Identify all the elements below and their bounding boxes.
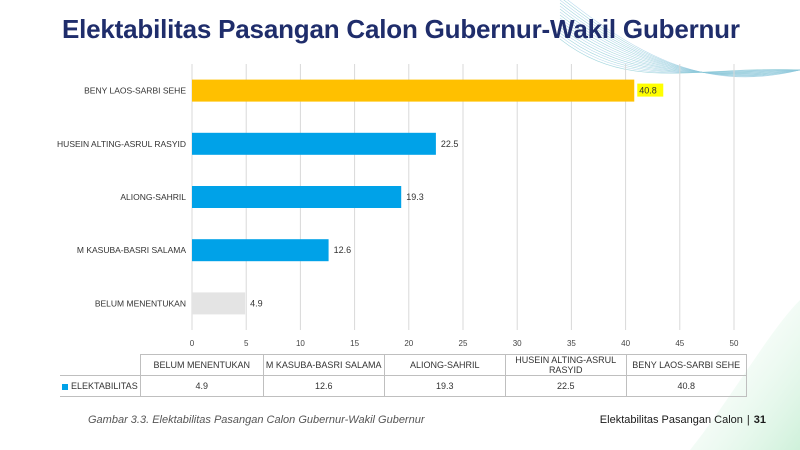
wave-line <box>559 26 800 73</box>
bar <box>192 292 246 315</box>
bar <box>192 79 635 102</box>
data-table-corner <box>60 355 140 376</box>
category-label: HUSEIN ALTING-ASRUL RASYID <box>57 139 186 149</box>
data-table-series: ELEKTABILITAS <box>60 375 141 397</box>
wave-line <box>559 38 800 74</box>
wave-line <box>559 5 800 76</box>
wave-line <box>559 32 800 73</box>
value-label: 19.3 <box>406 192 424 202</box>
data-table-header: BENY LAOS-SARBI SEHE <box>625 354 747 376</box>
x-tick-label: 15 <box>350 339 359 348</box>
wave-line <box>559 35 800 73</box>
category-labels: BENY LAOS-SARBI SEHE HUSEIN ALTING-ASRUL … <box>57 86 186 309</box>
data-table-header: ALIONG-SAHRIL <box>383 354 506 376</box>
footer-separator: | <box>746 414 750 426</box>
data-table-cell: 19.3 <box>383 375 506 397</box>
x-tick-label: 40 <box>621 339 630 348</box>
chart-data-table: BELUM MENENTUKAN M KASUBA-BASRI SALAMA A… <box>60 354 747 397</box>
x-tick-labels: 0 5 10 15 20 25 30 35 40 45 50 <box>190 339 739 348</box>
page-number: 31 <box>753 414 766 426</box>
wave-line <box>559 8 800 75</box>
x-tick-label: 45 <box>675 339 684 348</box>
data-table-row: ELEKTABILITAS 4.9 12.6 19.3 22.5 40.8 <box>60 375 747 397</box>
x-tick-label: 30 <box>513 339 522 348</box>
wave-line <box>567 0 800 78</box>
legend-key-icon <box>62 383 68 390</box>
chart-bars <box>192 79 635 315</box>
data-table-series-name: ELEKTABILITAS <box>71 381 138 391</box>
data-table-cell: 4.9 <box>139 375 264 397</box>
figure-caption: Gambar 3.3. Elektabilitas Pasangan Calon… <box>88 414 425 426</box>
x-tick-label: 5 <box>244 339 249 348</box>
value-labels: 40.8 22.5 19.3 12.6 4.9 <box>250 83 664 308</box>
data-table-cell: 40.8 <box>625 375 747 397</box>
page-title: Elektabilitas Pasangan Calon Gubernur-Wa… <box>62 14 740 44</box>
x-tick-label: 35 <box>567 339 576 348</box>
chart-gridlines <box>191 64 735 330</box>
wave-line <box>559 29 800 73</box>
data-table-header-row: BELUM MENENTUKAN M KASUBA-BASRI SALAMA A… <box>60 354 747 376</box>
wave-line <box>559 11 800 75</box>
value-label: 22.5 <box>441 139 459 149</box>
data-table-cell: 12.6 <box>262 375 385 397</box>
data-table-header: BELUM MENENTUKAN <box>139 354 264 376</box>
x-tick-label: 25 <box>459 339 468 348</box>
wave-line <box>559 14 800 75</box>
value-label: 12.6 <box>334 245 352 255</box>
category-label: ALIONG-SAHRIL <box>120 192 186 202</box>
page-footer: Elektabilitas Pasangan Calon | 31 <box>600 414 766 426</box>
bar <box>192 186 402 208</box>
x-tick-label: 50 <box>730 339 739 348</box>
wave-line <box>559 0 800 77</box>
bar <box>192 132 436 155</box>
x-tick-label: 10 <box>296 339 305 348</box>
value-label-highlight <box>637 83 664 97</box>
data-table-header: M KASUBA-BASRI SALAMA <box>262 354 385 376</box>
value-label: 4.9 <box>250 298 263 308</box>
wave-line <box>559 17 800 74</box>
footer-label: Elektabilitas Pasangan Calon <box>599 414 743 426</box>
category-label: M KASUBA-BASRI SALAMA <box>77 245 186 255</box>
x-tick-label: 20 <box>404 339 413 348</box>
bar <box>192 239 329 262</box>
wave-line <box>563 0 800 77</box>
wave-line <box>559 23 800 73</box>
data-table-header: HUSEIN ALTING-ASRUL RASYID <box>504 354 627 376</box>
wave-line <box>559 20 800 74</box>
category-label: BENY LAOS-SARBI SEHE <box>84 86 186 96</box>
value-label: 40.8 <box>639 86 657 96</box>
data-table-cell: 22.5 <box>504 375 627 397</box>
category-label: BELUM MENENTUKAN <box>95 298 186 308</box>
x-tick-label: 0 <box>190 339 195 348</box>
wave-line <box>559 2 800 76</box>
